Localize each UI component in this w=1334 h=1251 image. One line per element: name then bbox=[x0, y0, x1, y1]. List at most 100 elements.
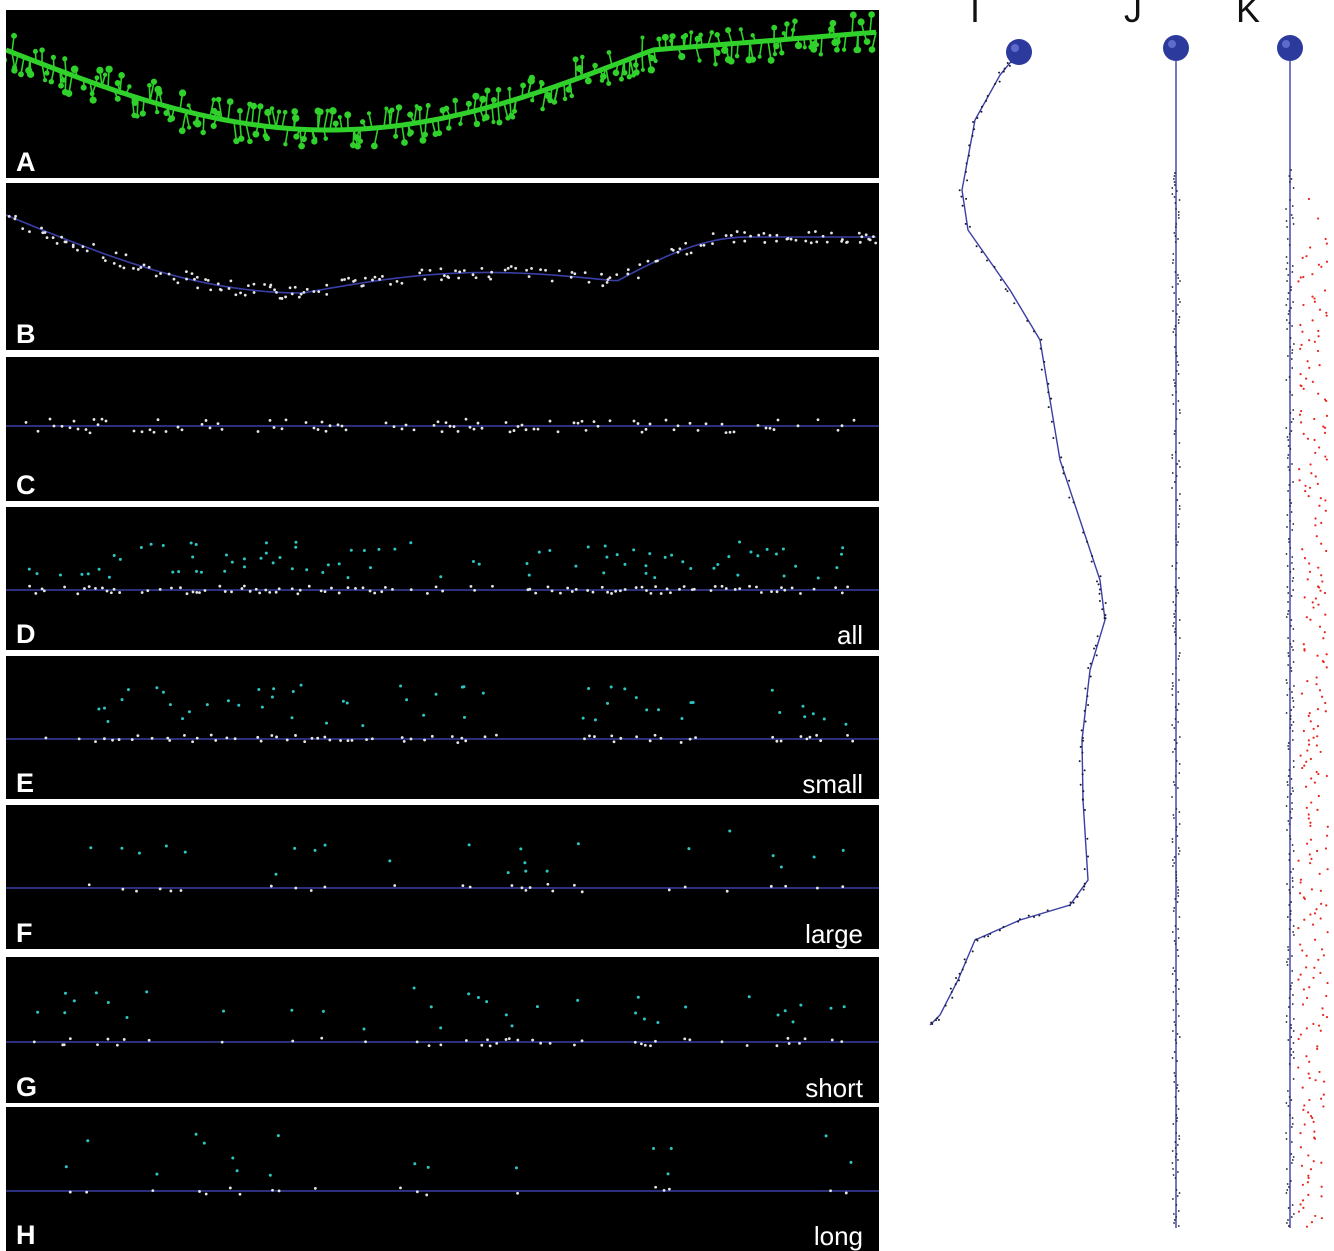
spine-point bbox=[1175, 535, 1177, 537]
random-spine-point bbox=[1321, 580, 1324, 583]
random-spine-point bbox=[1314, 517, 1317, 520]
spine-point bbox=[293, 285, 297, 289]
spine-base bbox=[117, 738, 121, 741]
spine-point bbox=[1176, 886, 1179, 888]
spine-point bbox=[648, 422, 652, 426]
spine-point bbox=[371, 278, 374, 282]
random-spine-point bbox=[1309, 821, 1312, 824]
spine-point bbox=[418, 271, 422, 275]
spine-point bbox=[200, 422, 204, 426]
random-spine-point bbox=[1318, 363, 1321, 367]
spine-point bbox=[1175, 874, 1178, 876]
panel-g: G short bbox=[6, 957, 879, 1103]
spine-point bbox=[1177, 988, 1180, 990]
spine-point bbox=[1291, 955, 1293, 957]
spine-point bbox=[1288, 310, 1291, 312]
dendrite-shaft bbox=[6, 29, 877, 133]
spine-head bbox=[602, 571, 606, 575]
spine-base bbox=[524, 888, 528, 892]
category-label-all: all bbox=[836, 620, 863, 650]
spine-point bbox=[381, 274, 384, 278]
spine-point bbox=[1292, 850, 1295, 852]
spine-point bbox=[1288, 433, 1291, 435]
spine-point bbox=[532, 427, 536, 431]
spine-base bbox=[259, 739, 263, 743]
spine-head bbox=[633, 62, 639, 68]
spine-point bbox=[949, 987, 952, 990]
spine-point bbox=[1173, 196, 1176, 198]
spine-base bbox=[434, 585, 438, 589]
spine-point bbox=[103, 259, 107, 263]
spine-head bbox=[407, 129, 414, 136]
spine-point bbox=[986, 259, 989, 262]
spine-point bbox=[1173, 616, 1176, 618]
trace-i bbox=[929, 57, 1106, 1026]
spine-head bbox=[268, 1173, 272, 1177]
spine-base bbox=[633, 1040, 637, 1044]
spine-point bbox=[1040, 338, 1043, 341]
spine-point bbox=[1291, 271, 1294, 273]
spine-point bbox=[1068, 496, 1071, 499]
spine-point bbox=[340, 424, 344, 428]
spine-point bbox=[1292, 568, 1295, 570]
spine-point bbox=[1177, 541, 1179, 543]
spine-base bbox=[583, 737, 586, 741]
spine-base bbox=[593, 735, 596, 738]
spine-point bbox=[1176, 979, 1179, 981]
random-spine-point bbox=[1316, 349, 1320, 353]
spine-head bbox=[656, 1021, 660, 1025]
spine-neck bbox=[843, 34, 847, 50]
spine-point bbox=[1289, 913, 1292, 915]
random-spine-point bbox=[1325, 242, 1328, 245]
spine-point bbox=[1292, 409, 1295, 411]
spine-base bbox=[361, 586, 365, 590]
spine-point bbox=[85, 249, 89, 253]
spine-point bbox=[196, 286, 200, 290]
spine-head bbox=[154, 109, 160, 115]
spine-head bbox=[362, 1027, 366, 1031]
random-spine-point bbox=[1325, 774, 1328, 778]
spine-point bbox=[41, 231, 45, 235]
spine-neck bbox=[281, 112, 286, 129]
spine-point bbox=[584, 428, 588, 432]
spine-point bbox=[122, 266, 126, 270]
spine-point bbox=[1290, 793, 1293, 795]
spine-point bbox=[1177, 1090, 1180, 1092]
spine-head bbox=[114, 79, 121, 86]
spine-point bbox=[1285, 1132, 1287, 1134]
spine-neck bbox=[695, 46, 701, 61]
spine-point bbox=[1174, 586, 1177, 588]
spine-point bbox=[796, 424, 800, 428]
spine-head bbox=[177, 570, 181, 574]
spine-point bbox=[88, 431, 92, 435]
spine-head bbox=[262, 133, 269, 139]
random-spine-point bbox=[1299, 1203, 1302, 1206]
spine-point bbox=[148, 428, 152, 432]
spine-base bbox=[799, 592, 802, 595]
spine-point bbox=[936, 1017, 939, 1020]
spine-point bbox=[1293, 343, 1295, 345]
spine-neck bbox=[217, 99, 223, 120]
spine-base bbox=[140, 591, 144, 594]
random-spine-point bbox=[1318, 1070, 1321, 1074]
spine-point bbox=[284, 418, 288, 422]
spine-head bbox=[325, 721, 329, 725]
panel-label-f: F bbox=[16, 918, 33, 948]
spine-head bbox=[186, 103, 191, 108]
spine-point bbox=[644, 427, 648, 431]
spine-point bbox=[1002, 70, 1005, 73]
soma-body bbox=[1277, 35, 1303, 61]
spine-point bbox=[580, 419, 584, 423]
spine-point bbox=[132, 429, 136, 433]
spine-point bbox=[1292, 760, 1295, 762]
spine-point bbox=[1290, 286, 1292, 288]
random-spine-point bbox=[1302, 303, 1305, 307]
spine-neck bbox=[149, 81, 155, 102]
spine-point bbox=[809, 241, 813, 245]
spine-base bbox=[427, 1044, 431, 1048]
spine-head bbox=[393, 133, 399, 139]
spine-head bbox=[60, 77, 67, 83]
spine-point bbox=[1082, 798, 1085, 801]
spine-base bbox=[573, 1043, 576, 1047]
spine-point bbox=[632, 419, 636, 423]
